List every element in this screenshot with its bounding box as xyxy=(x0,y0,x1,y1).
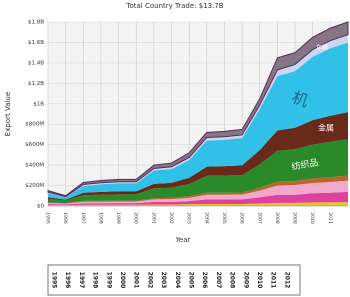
y-tick-label: $1.2B xyxy=(28,81,44,87)
timeline-year[interactable]: 2007 xyxy=(215,272,222,289)
timeline-year[interactable]: 2012 xyxy=(283,272,290,289)
x-tick-label: 1997 xyxy=(80,212,86,224)
timeline-box[interactable] xyxy=(47,264,301,296)
y-tick-label: $1.8B xyxy=(28,20,44,26)
area xyxy=(48,34,348,198)
timeline-year[interactable]: 2004 xyxy=(174,272,181,289)
x-axis-label: Year xyxy=(175,236,191,244)
x-tick-label: 2008 xyxy=(274,212,280,224)
timeline-year[interactable]: 1997 xyxy=(78,272,85,289)
area xyxy=(48,112,348,201)
timeline-year[interactable]: 2000 xyxy=(119,272,126,289)
y-tick-label: $1B xyxy=(33,101,44,107)
y-tick-label: $1.4B xyxy=(28,60,44,66)
x-tick-label: 2003 xyxy=(186,212,192,224)
x-tick-label: 2011 xyxy=(327,212,333,224)
x-tick-label: 2007 xyxy=(256,212,262,224)
x-tick-label: 2002 xyxy=(168,212,174,224)
area xyxy=(48,202,348,206)
timeline-year[interactable]: 1998 xyxy=(92,272,99,289)
timeline-year[interactable]: 2006 xyxy=(201,272,208,289)
timeline-year[interactable]: 2009 xyxy=(242,272,249,289)
x-tick-label: 2004 xyxy=(203,212,209,224)
chart-title: Total Country Trade: $13.7B xyxy=(125,2,223,10)
timeline-year[interactable]: 2010 xyxy=(256,272,263,289)
x-tick-label: 2010 xyxy=(309,212,315,224)
timeline-year[interactable]: 2008 xyxy=(229,272,236,289)
area-label: 车辆 xyxy=(316,44,328,52)
x-tick-label: 2005 xyxy=(221,212,227,224)
y-tick-label: $800M xyxy=(25,122,44,128)
x-tick-label: 1995 xyxy=(45,212,51,224)
timeline-year[interactable]: 1995 xyxy=(51,272,58,289)
y-axis-label: Export Value xyxy=(4,92,12,136)
area-label: 金属 xyxy=(318,123,334,133)
area xyxy=(48,175,348,204)
timeline-year[interactable]: 1996 xyxy=(64,272,71,289)
area-label: 机 xyxy=(290,87,312,110)
area xyxy=(47,21,349,198)
timeline-year[interactable]: 2001 xyxy=(133,272,140,289)
y-tick-label: $400M xyxy=(25,163,44,169)
timeline-year[interactable]: 2011 xyxy=(270,272,277,289)
x-tick-label: 2001 xyxy=(150,212,156,224)
area xyxy=(48,191,348,206)
area xyxy=(48,42,348,200)
y-tick-label: $600M xyxy=(25,142,44,148)
x-tick-label: 1998 xyxy=(97,212,103,224)
x-tick-label: 1999 xyxy=(115,212,121,224)
y-tick-label: $0 xyxy=(37,204,44,210)
timeline-year[interactable]: 2003 xyxy=(160,272,167,289)
timeline-year[interactable]: 2005 xyxy=(188,272,195,289)
x-tick-label: 2006 xyxy=(239,212,245,224)
x-tick-label: 1996 xyxy=(62,212,68,224)
x-tick-label: 2009 xyxy=(292,212,298,224)
area xyxy=(48,180,348,205)
y-tick-label: $1.6B xyxy=(28,40,44,46)
y-tick-label: $200M xyxy=(25,183,44,189)
x-tick-label: 2000 xyxy=(133,212,139,224)
timeline-year[interactable]: 1999 xyxy=(105,272,112,289)
timeline-year[interactable]: 2002 xyxy=(146,272,153,289)
area xyxy=(48,139,348,204)
